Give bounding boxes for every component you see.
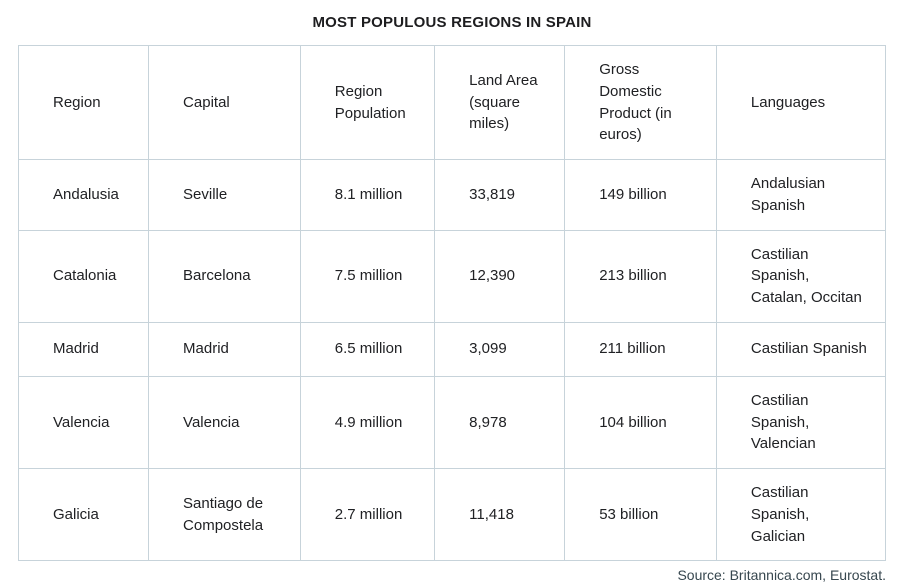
page: MOST POPULOUS REGIONS IN SPAIN Region Cap… [17,14,887,583]
table-cell: Seville [148,159,301,231]
column-header: Region [17,45,150,160]
table-cell: Galicia [17,467,150,562]
table-cell: 213 billion [564,229,717,323]
table-cell: 53 billion [564,467,717,562]
table-cell: Castilian Spanish, Catalan, Occitan [715,229,887,323]
table-row: Andalusia Seville 8.1 million 33,819 149 bil… [17,159,887,231]
table-cell: 11,418 [434,467,566,562]
table-cell: 4.9 million [299,375,436,470]
table-cell: Valencia [148,375,301,470]
table-cell: 149 billion [564,159,717,231]
page-title: MOST POPULOUS REGIONS IN SPAIN [312,14,592,31]
table-cell: Castilian Spanish, Valencian [715,375,887,470]
table-cell: 8.1 million [299,159,436,231]
table-cell: Valencia [17,375,150,470]
table-cell: Andalusian Spanish [715,159,887,231]
column-header: Land Area (square miles) [434,45,566,160]
table-cell: 12,390 [434,229,566,323]
table-row: Valencia Valencia 4.9 million 8,978 104 bill… [17,375,887,470]
source-text: Source: Britannica.com, Eurostat. [677,567,886,583]
table-row: Catalonia Barcelona 7.5 million 12,390 213 b… [17,229,887,323]
table-cell: Barcelona [148,229,301,323]
table-cell: Catalonia [17,229,150,323]
table-cell: Santiago de Compostela [148,467,301,562]
table-cell: 6.5 million [299,321,436,377]
header-row: Region Capital Region Population Land Area … [17,45,887,160]
table-cell: 7.5 million [299,229,436,323]
table-cell: Castilian Spanish [715,321,887,377]
table-row: Galicia Santiago de Compostela 2.7 million… [17,467,887,562]
table-cell: Madrid [148,321,301,377]
table-header: Region Capital Region Population Land Area … [17,45,887,160]
table-cell: 104 billion [564,375,717,470]
column-header: Languages [715,45,887,160]
table-cell: 8,978 [434,375,566,470]
table-row: Madrid Madrid 6.5 million 3,099 211 billion C… [17,321,887,377]
table-cell: Andalusia [17,159,150,231]
table-cell: Castilian Spanish, Galician [715,467,887,562]
column-header: Gross Domestic Product (in euros) [564,45,717,160]
regions-table: Region Capital Region Population Land Area … [17,45,887,562]
table-cell: 3,099 [434,321,566,377]
column-header: Region Population [299,45,436,160]
table-cell: 211 billion [564,321,717,377]
table-cell: 2.7 million [299,467,436,562]
column-header: Capital [148,45,301,160]
table-cell: Madrid [17,321,150,377]
table-cell: 33,819 [434,159,566,231]
table-body: Andalusia Seville 8.1 million 33,819 149 bil… [17,159,887,562]
